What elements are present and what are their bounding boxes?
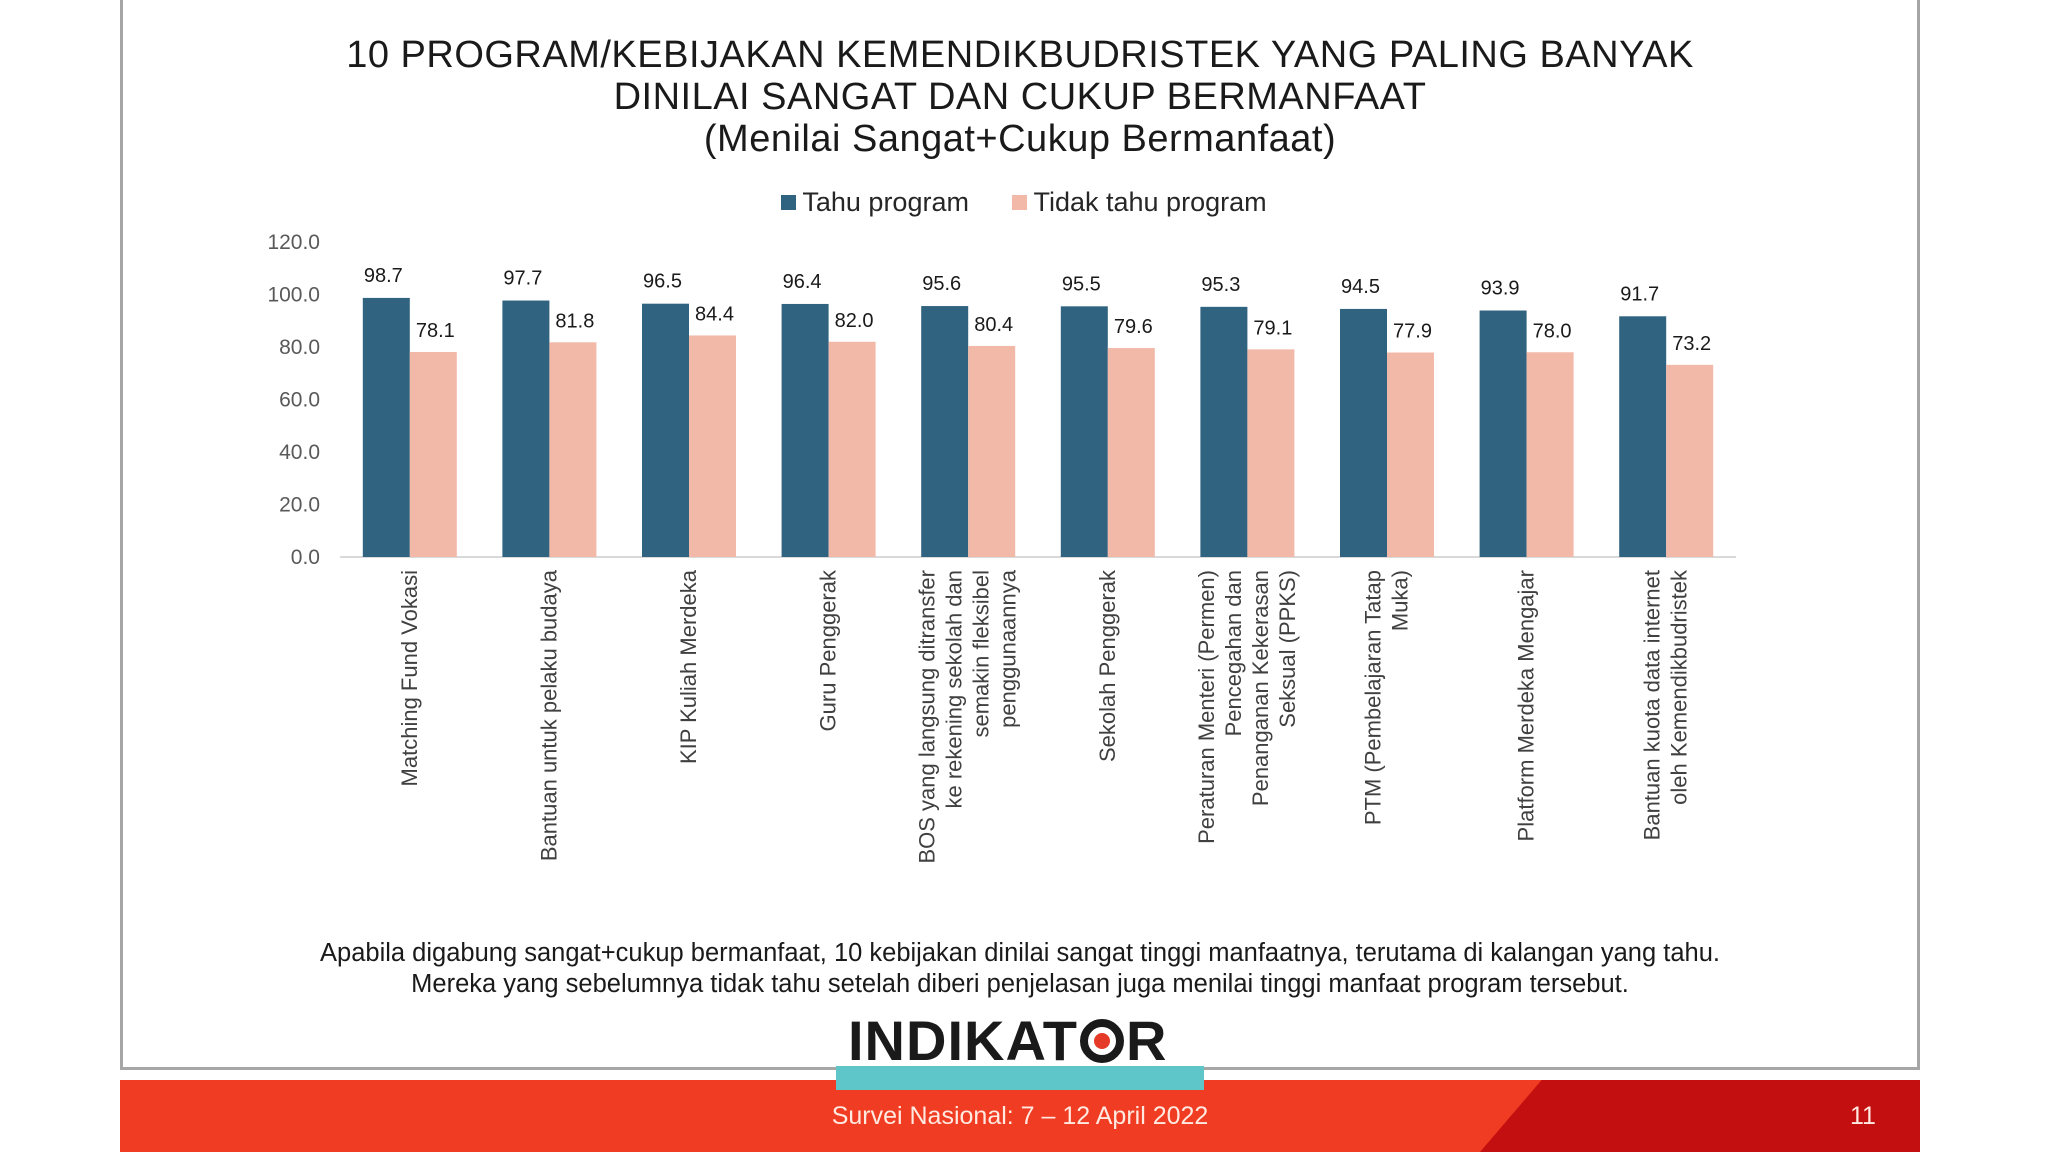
x-category-label: Sekolah Penggerak <box>1095 569 1120 762</box>
legend-swatch-tidak-tahu <box>1012 195 1028 210</box>
x-category-label-line: Guru Penggerak <box>816 569 841 731</box>
x-category-label-line: penggunaannya <box>996 569 1021 728</box>
footer-tab <box>836 1066 1204 1090</box>
data-label-tidak-tahu: 81.8 <box>555 310 594 332</box>
x-category-label-line: Bantuan kuota data internet <box>1640 570 1665 840</box>
data-label-tahu: 95.3 <box>1201 274 1240 296</box>
bar-tidak-tahu-program <box>1526 352 1574 557</box>
data-label-tidak-tahu: 79.6 <box>1114 316 1153 338</box>
bar-tahu-program <box>642 303 689 557</box>
legend-item-tidak-tahu: Tidak tahu program <box>1012 187 1267 218</box>
bar-tahu-program <box>1479 310 1527 557</box>
y-tick-label: 20.0 <box>279 494 320 517</box>
data-label-tidak-tahu: 78.1 <box>416 320 455 342</box>
x-category-label-line: Seksual (PPKS) <box>1275 570 1300 728</box>
title-line-1: 10 PROGRAM/KEBIJAKAN KEMENDIKBUDRISTEK Y… <box>346 34 1694 76</box>
bar-tahu-program <box>1200 306 1248 557</box>
data-label-tidak-tahu: 80.4 <box>974 314 1013 336</box>
bar-chart: 0.0 20.0 40.0 60.0 80.0 100.0 120.0 98.7 78.1 Mat… <box>267 231 1736 864</box>
data-label-tahu: 94.5 <box>1341 276 1380 298</box>
y-tick-label: 120.0 <box>267 231 320 254</box>
data-label-tahu: 98.7 <box>364 265 403 287</box>
legend-swatch-tahu <box>781 195 797 210</box>
logo-target-icon <box>1079 1018 1124 1063</box>
y-tick-label: 100.0 <box>267 284 320 307</box>
y-tick-label: 40.0 <box>279 441 320 464</box>
title-line-3: (Menilai Sangat+Cukup Bermanfaat) <box>703 118 1337 160</box>
indikator-logo: INDIKAT R <box>848 1009 1168 1072</box>
page-number: 11 <box>1850 1102 1876 1130</box>
bar-tidak-tahu-program <box>1666 364 1714 557</box>
bar-tidak-tahu-program <box>828 341 876 557</box>
x-category-label: Bantuan untuk pelaku budaya <box>536 569 561 861</box>
x-category-label: KIP Kuliah Merdeka <box>676 569 701 764</box>
bar-tidak-tahu-program <box>409 351 457 557</box>
chart-legend: Tahu program Tidak tahu program <box>0 186 2048 218</box>
x-category-label-line: semakin fleksibel <box>969 570 994 738</box>
x-category-label: Matching Fund Vokasi <box>397 570 422 786</box>
x-category-label-line: ke rekening sekolah dan <box>942 570 967 809</box>
bar-tahu-program <box>1060 306 1108 557</box>
data-label-tahu: 96.4 <box>783 271 822 293</box>
data-label-tahu: 95.6 <box>922 273 961 295</box>
bar-tahu-program <box>781 303 829 557</box>
legend-label-tahu: Tahu program <box>802 187 969 217</box>
bar-tahu-program <box>362 297 410 557</box>
bar-tahu-program <box>1619 316 1667 557</box>
data-label-tidak-tahu: 79.1 <box>1253 317 1292 339</box>
data-label-tidak-tahu: 82.0 <box>835 310 874 332</box>
title-line-2: DINILAI SANGAT DAN CUKUP BERMANFAAT <box>613 76 1427 118</box>
data-label-tahu: 97.7 <box>503 268 542 290</box>
bar-tidak-tahu-program <box>689 335 736 557</box>
x-category-label-line: Sekolah Penggerak <box>1095 569 1120 762</box>
x-category-label-line: BOS yang langsung ditransfer <box>915 570 940 864</box>
x-category-label-line: Penanganan Kekerasan <box>1248 570 1273 806</box>
x-category-label: PTM (Pembelajaran TatapMuka) <box>1361 570 1413 825</box>
footer-bar <box>120 1080 1920 1152</box>
x-category-label-line: Platform Merdeka Mengajar <box>1514 570 1539 841</box>
bar-tidak-tahu-program <box>1107 348 1155 557</box>
x-category-label-line: Peraturan Menteri (Permen) <box>1194 570 1219 844</box>
bar-tahu-program <box>921 306 969 557</box>
data-label-tahu: 96.5 <box>643 271 682 293</box>
bar-tidak-tahu-program <box>968 345 1016 557</box>
data-label-tidak-tahu: 77.9 <box>1393 321 1432 343</box>
note-line-2: Mereka yang sebelumnya tidak tahu setela… <box>411 970 1629 998</box>
chart-note: Apabila digabung sangat+cukup bermanfaat… <box>120 938 1920 1000</box>
x-category-label-line: Muka) <box>1388 570 1413 631</box>
bar-tidak-tahu-program <box>549 342 597 557</box>
data-label-tidak-tahu: 73.2 <box>1672 333 1711 355</box>
x-category-label: Bantuan kuota data internetoleh Kemendik… <box>1640 569 1692 840</box>
bar-tahu-program <box>1340 308 1387 557</box>
data-label-tahu: 91.7 <box>1620 283 1659 305</box>
x-category-label: BOS yang langsung ditransferke rekening … <box>915 569 1021 863</box>
y-tick-label: 80.0 <box>279 336 320 359</box>
x-category-label-line: Matching Fund Vokasi <box>397 570 422 786</box>
legend-item-tahu: Tahu program <box>781 187 969 218</box>
x-category-label: Platform Merdeka Mengajar <box>1514 570 1539 841</box>
x-category-label-line: Pencegahan dan <box>1221 570 1246 736</box>
chart-title: 10 PROGRAM/KEBIJAKAN KEMENDIKBUDRISTEK Y… <box>120 34 1920 160</box>
y-tick-label: 0.0 <box>291 546 320 569</box>
bar-tidak-tahu-program <box>1387 352 1434 557</box>
data-label-tahu: 95.5 <box>1062 273 1101 295</box>
footer-accent <box>1480 1080 1920 1152</box>
note-line-1: Apabila digabung sangat+cukup bermanfaat… <box>320 939 1720 967</box>
survey-caption: Survei Nasional: 7 – 12 April 2022 <box>831 1102 1209 1130</box>
data-label-tidak-tahu: 84.4 <box>695 303 734 325</box>
data-label-tidak-tahu: 78.0 <box>1533 320 1572 342</box>
x-category-label: Peraturan Menteri (Permen)Pencegahan dan… <box>1194 570 1300 844</box>
data-label-tahu: 93.9 <box>1481 278 1520 300</box>
legend-label-tidak-tahu: Tidak tahu program <box>1033 187 1267 217</box>
x-category-label-line: PTM (Pembelajaran Tatap <box>1361 570 1386 825</box>
x-category-label-line: oleh Kemendikbudristek <box>1667 569 1692 805</box>
x-category-label-line: KIP Kuliah Merdeka <box>676 569 701 764</box>
bar-tahu-program <box>502 300 550 557</box>
x-category-label-line: Bantuan untuk pelaku budaya <box>536 569 561 861</box>
y-tick-label: 60.0 <box>279 389 320 412</box>
x-category-label: Guru Penggerak <box>816 569 841 731</box>
bar-tidak-tahu-program <box>1247 349 1295 557</box>
